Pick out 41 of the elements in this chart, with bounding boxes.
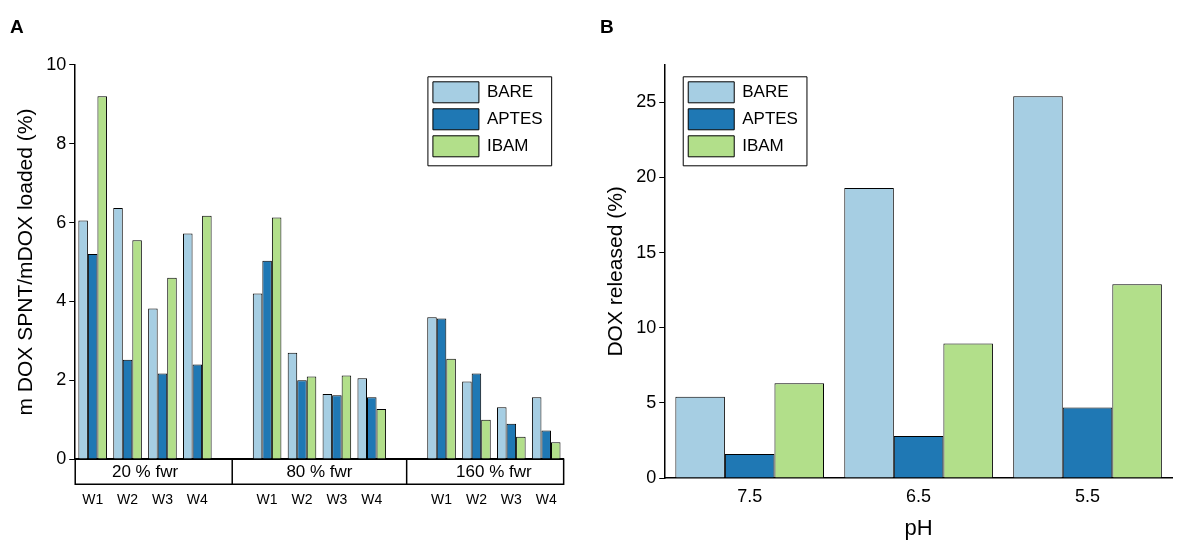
x-tick-label: W4 [186, 491, 209, 508]
x-tick-label: W1 [431, 491, 453, 508]
x-tick-label: 7.5 [737, 485, 763, 506]
y-tick-label: 8 [56, 132, 67, 153]
y-tick-label: 0 [56, 448, 67, 469]
legend-label: APTES [742, 109, 798, 129]
x-axis-title: pH [904, 514, 933, 540]
text: 20 % fwr [111, 462, 179, 482]
y-tick-label: 20 [636, 166, 657, 187]
legend-label: BARE [742, 82, 789, 102]
x-tick-label: 6.5 [906, 485, 932, 506]
text: 80 % fwr [286, 462, 353, 482]
chart-title: A [10, 15, 24, 37]
x-tick-label: W1 [256, 491, 278, 508]
y-tick-label: 4 [56, 290, 67, 311]
y-tick-label: 0 [646, 466, 657, 487]
legend-label: APTES [486, 109, 543, 129]
x-tick-label: W3 [500, 491, 523, 508]
y-tick-label: 25 [636, 91, 657, 112]
x-tick-label: W3 [326, 491, 348, 508]
legend-label: BARE [486, 82, 534, 102]
x-tick-label: W4 [361, 491, 383, 508]
x-tick-label: W1 [82, 491, 104, 508]
x-tick-label: 5.5 [1075, 485, 1101, 506]
y-tick-label: 10 [636, 316, 657, 337]
x-tick-label: W2 [291, 491, 313, 508]
y-tick-label: 2 [56, 369, 67, 390]
chart-title: B [600, 15, 614, 37]
y-tick-label: 10 [46, 53, 67, 74]
x-tick-label: W2 [117, 491, 139, 508]
x-tick-label: W3 [151, 491, 174, 508]
y-tick-label: 5 [646, 391, 657, 412]
text: 160 % fwr [456, 462, 533, 482]
y-tick-label: 6 [56, 211, 67, 232]
x-tick-label: W4 [535, 491, 557, 508]
legend-label: IBAM [486, 136, 529, 156]
x-tick-label: W2 [465, 491, 488, 508]
y-tick-label: 15 [636, 241, 657, 262]
legend-label: IBAM [742, 136, 784, 156]
y-axis-title: m DOX SPNT/mDOX loaded (%) [13, 108, 37, 416]
y-axis-title: DOX released (%) [603, 186, 627, 357]
